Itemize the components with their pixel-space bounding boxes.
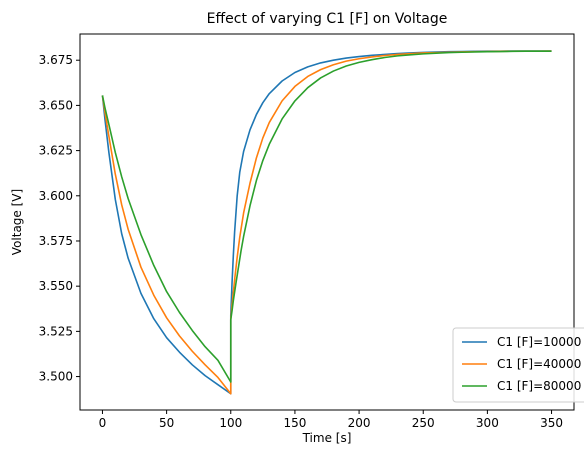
x-tick-label: 100 <box>219 416 242 430</box>
y-tick-label: 3.600 <box>39 189 73 203</box>
y-tick-label: 3.550 <box>39 279 73 293</box>
x-axis-label: Time [s] <box>302 431 352 445</box>
x-tick-label: 0 <box>99 416 107 430</box>
x-tick-label: 250 <box>412 416 435 430</box>
y-tick-label: 3.675 <box>39 53 73 67</box>
plot-area-frame <box>79 33 575 411</box>
x-tick-label: 300 <box>476 416 499 430</box>
y-axis-label: Voltage [V] <box>10 189 24 255</box>
y-tick-label: 3.650 <box>39 98 73 112</box>
chart-title: Effect of varying C1 [F] on Voltage <box>207 11 448 27</box>
y-tick-label: 3.500 <box>39 370 73 384</box>
series-line-3 <box>101 50 552 383</box>
x-tick-label: 150 <box>283 416 306 430</box>
x-tick-label: 50 <box>159 416 174 430</box>
y-tick-label: 3.575 <box>39 234 73 248</box>
legend-label-2: C1 [F]=40000 <box>497 357 581 371</box>
legend-label-3: C1 [F]=80000 <box>497 379 581 393</box>
legend-label-1: C1 [F]=10000 <box>497 335 581 349</box>
x-tick-label: 350 <box>540 416 563 430</box>
y-tick-label: 3.625 <box>39 144 73 158</box>
y-tick-label: 3.525 <box>39 324 73 338</box>
legend-box <box>452 327 584 403</box>
chart-legend: C1 [F]=10000 C1 [F]=40000 C1 [F]=80000 <box>452 327 584 403</box>
x-tick-label: 200 <box>348 416 371 430</box>
